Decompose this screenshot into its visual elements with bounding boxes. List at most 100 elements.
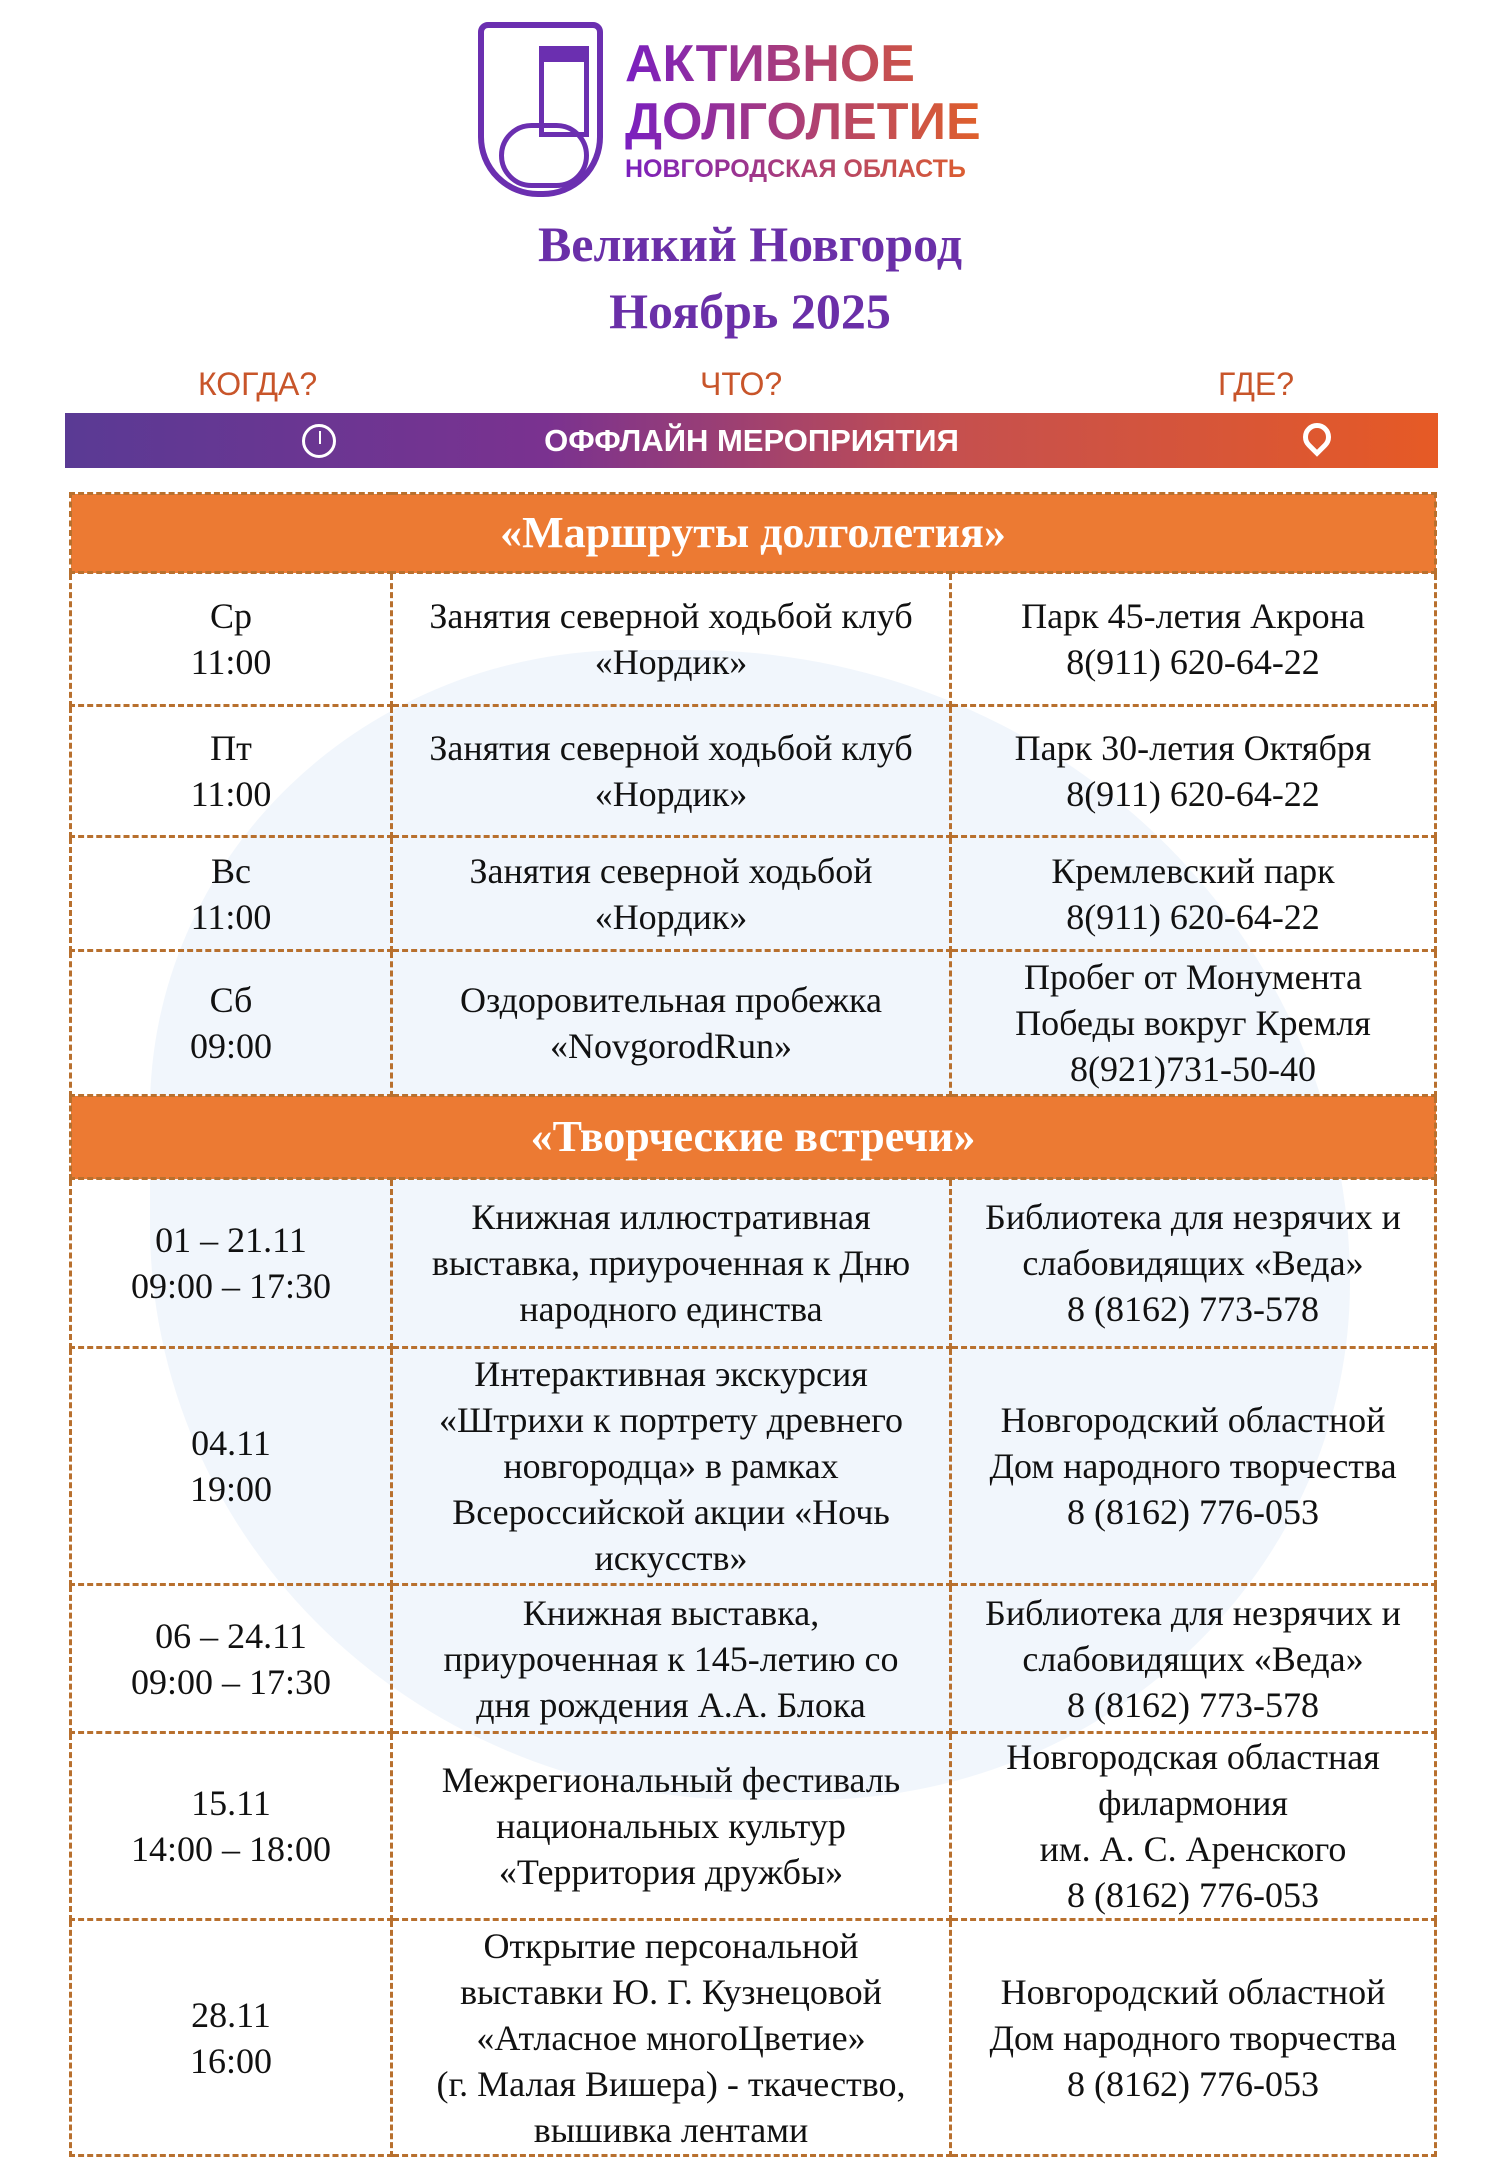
- event-what-cell: Интерактивная экскурсия «Штрихи к портрет…: [390, 1346, 952, 1586]
- event-row: 28.11 16:00 Открытие персональной выставки …: [69, 1918, 1438, 2157]
- event-when-cell: 28.11 16:00: [69, 1918, 393, 2157]
- event-when-cell: 04.11 19:00: [69, 1346, 393, 1586]
- event-where-line: 8 (8162) 773-578: [1067, 1684, 1319, 1725]
- event-when-line: 14:00 – 18:00: [130, 1829, 331, 1869]
- event-where-line: слабовидящих «Веда»: [1022, 1243, 1364, 1283]
- event-where-line: 8(911) 620-64-22: [1066, 774, 1320, 814]
- event-what-line: дня рождения А.А. Блока: [476, 1684, 866, 1725]
- section-title: «Творческие встречи»: [68, 1094, 1438, 1180]
- column-header-where: ГДЕ?: [1218, 366, 1294, 402]
- event-what-line: Занятия северной ходьбой: [469, 850, 873, 891]
- event-where-line: 8 (8162) 776-053: [1067, 1492, 1319, 1532]
- event-what-line: искусств»: [594, 1538, 748, 1578]
- section-header-row: «Маршруты долголетия»: [68, 492, 1438, 574]
- event-when-line: 04.11: [191, 1423, 271, 1463]
- event-where-line: Победы вокруг Кремля: [1015, 1003, 1371, 1043]
- event-what-line: народного единства: [519, 1289, 823, 1329]
- event-where-cell: Библиотека для незрячих и слабовидящих «В…: [948, 1177, 1438, 1349]
- event-what-line: «Нордик»: [594, 896, 748, 937]
- event-when-cell: 01 – 21.11 09:00 – 17:30: [69, 1177, 393, 1349]
- event-when-line: 16:00: [189, 2040, 272, 2081]
- event-where-line: Новгородская областная: [1006, 1737, 1380, 1777]
- event-what-line: национальных культур: [496, 1806, 846, 1846]
- event-when-line: 15.11: [191, 1783, 271, 1823]
- event-what-line: Книжная выставка,: [522, 1592, 820, 1633]
- logo-line-2: ДОЛГОЛЕТИЕ: [625, 93, 981, 151]
- event-where-cell: Библиотека для незрячих и слабовидящих «В…: [948, 1583, 1438, 1734]
- column-header-when: КОГДА?: [198, 366, 318, 402]
- event-what-line: «Нордик»: [594, 642, 748, 682]
- event-what-line: «NovgorodRun»: [550, 1026, 792, 1066]
- event-where-line: Кремлевский парк: [1051, 850, 1335, 891]
- event-where-line: Парк 45-летия Акрона: [1021, 596, 1365, 636]
- event-what-line: «Нордик»: [594, 774, 748, 814]
- event-where-line: 8 (8162) 773-578: [1067, 1289, 1319, 1329]
- event-when-line: 28.11: [191, 1994, 271, 2035]
- event-when-line: 11:00: [190, 896, 272, 937]
- event-what-line: Оздоровительная пробежка: [460, 980, 882, 1020]
- event-when-cell: 15.11 14:00 – 18:00: [69, 1731, 393, 1921]
- logo: АКТИВНОЕ ДОЛГОЛЕТИЕ НОВГОРОДСКАЯ ОБЛАСТЬ: [478, 22, 1038, 197]
- event-row: Вс 11:00 Занятия северной ходьбой «Нордик» К…: [69, 835, 1438, 952]
- event-when-line: Ср: [209, 596, 252, 636]
- event-what-line: «Атласное многоЦветие»: [476, 2017, 866, 2058]
- event-where-cell: Парк 45-летия Акрона 8(911) 620-64-22: [948, 571, 1438, 707]
- event-what-line: Занятия северной ходьбой клуб: [429, 596, 913, 636]
- event-when-cell: Вс 11:00: [69, 835, 393, 952]
- event-what-line: выставки Ю. Г. Кузнецовой: [460, 1971, 882, 2012]
- section-header-row: «Творческие встречи»: [68, 1094, 1438, 1180]
- event-what-line: новгородца» в рамках: [503, 1446, 839, 1486]
- event-when-line: 11:00: [190, 774, 272, 814]
- event-when-line: 01 – 21.11: [155, 1220, 307, 1260]
- event-what-cell: Межрегиональный фестиваль национальных ку…: [390, 1731, 952, 1921]
- event-where-line: слабовидящих «Веда»: [1022, 1638, 1364, 1679]
- event-row: Сб 09:00 Оздоровительная пробежка «Novgorod…: [69, 949, 1438, 1097]
- event-where-line: Пробег от Монумента: [1024, 957, 1362, 997]
- event-where-cell: Пробег от Монумента Победы вокруг Кремля 8…: [948, 949, 1438, 1097]
- page-title-city: Великий Новгород: [537, 216, 963, 272]
- event-where-cell: Новгородский областной Дом народного твор…: [948, 1918, 1438, 2157]
- logo-line-3: НОВГОРОДСКАЯ ОБЛАСТЬ: [625, 155, 981, 184]
- event-row: 15.11 14:00 – 18:00 Межрегиональный фестив…: [69, 1731, 1438, 1921]
- logo-line-1: АКТИВНОЕ: [625, 35, 981, 93]
- event-when-line: Вс: [211, 850, 251, 891]
- event-where-line: Библиотека для незрячих и: [985, 1592, 1401, 1633]
- page-title-month: Ноябрь 2025: [609, 283, 891, 339]
- event-what-line: «Территория дружбы»: [498, 1852, 844, 1892]
- event-what-cell: Открытие персональной выставки Ю. Г. Кузн…: [390, 1918, 952, 2157]
- banner-label: ОФФЛАЙН МЕРОПРИЯТИЯ: [544, 422, 959, 458]
- event-when-line: 19:00: [189, 1469, 272, 1509]
- event-what-cell: Оздоровительная пробежка «NovgorodRun»: [390, 949, 952, 1097]
- section-title: «Маршруты долголетия»: [68, 492, 1438, 574]
- event-where-line: филармония: [1098, 1783, 1288, 1823]
- event-where-line: Дом народного творчества: [989, 1446, 1397, 1486]
- event-row: Пт 11:00 Занятия северной ходьбой клуб «Нор…: [69, 704, 1438, 838]
- event-when-line: 06 – 24.11: [155, 1615, 307, 1656]
- event-what-line: Всероссийской акции «Ночь: [452, 1492, 890, 1532]
- event-row: 04.11 19:00 Интерактивная экскурсия «Штрихи…: [69, 1346, 1438, 1586]
- event-when-line: 11:00: [190, 642, 272, 682]
- event-when-line: Пт: [210, 728, 252, 768]
- event-what-line: Интерактивная экскурсия: [474, 1354, 868, 1394]
- event-where-cell: Новгородский областной Дом народного твор…: [948, 1346, 1438, 1586]
- event-when-line: 09:00 – 17:30: [130, 1266, 331, 1306]
- event-where-line: Библиотека для незрячих и: [985, 1197, 1401, 1237]
- event-when-line: Сб: [209, 980, 253, 1020]
- emblem-icon: [478, 22, 603, 197]
- event-where-line: 8 (8162) 776-053: [1067, 2063, 1319, 2104]
- offline-events-banner: ОФФЛАЙН МЕРОПРИЯТИЯ: [65, 413, 1438, 468]
- event-what-line: «Штрихи к портрету древнего: [438, 1400, 904, 1440]
- event-where-line: 8(921)731-50-40: [1070, 1049, 1316, 1089]
- event-what-line: Книжная иллюстративная: [471, 1197, 871, 1237]
- event-what-cell: Занятия северной ходьбой клуб «Нордик»: [390, 571, 952, 707]
- clock-icon: [302, 424, 336, 458]
- event-where-cell: Парк 30-летия Октября 8(911) 620-64-22: [948, 704, 1438, 838]
- event-what-line: приуроченная к 145-летию со: [443, 1638, 899, 1679]
- column-header-what: ЧТО?: [700, 366, 783, 402]
- event-row: 01 – 21.11 09:00 – 17:30 Книжная иллюстрат…: [69, 1177, 1438, 1349]
- event-where-line: Новгородский областной: [1000, 1400, 1386, 1440]
- event-what-line: Занятия северной ходьбой клуб: [429, 728, 913, 768]
- event-row: Ср 11:00 Занятия северной ходьбой клуб «Нор…: [69, 571, 1438, 707]
- event-when-line: 09:00 – 17:30: [130, 1661, 331, 1702]
- event-when-cell: Ср 11:00: [69, 571, 393, 707]
